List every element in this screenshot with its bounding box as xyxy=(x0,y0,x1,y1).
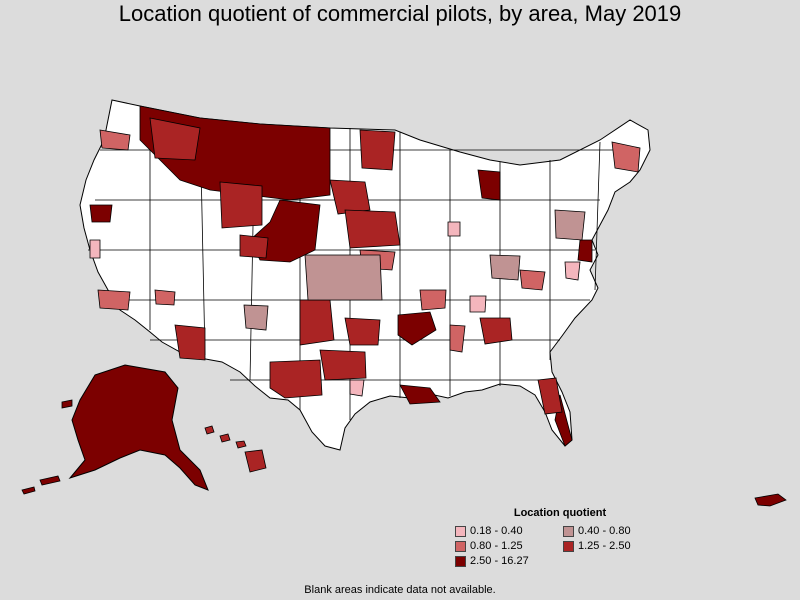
legend-swatch xyxy=(455,555,466,567)
legend-item: 0.80 - 1.25 xyxy=(455,540,563,552)
regions-1-25-to-2-50 xyxy=(149,117,563,415)
puerto-rico xyxy=(754,493,787,507)
legend-items: 0.18 - 0.40 0.40 - 0.80 0.80 - 1.25 1.25… xyxy=(455,525,685,567)
legend-label: 0.18 - 0.40 xyxy=(470,525,523,537)
legend-label: 0.40 - 0.80 xyxy=(578,525,631,537)
map-title: Location quotient of commercial pilots, … xyxy=(118,1,682,26)
hawaii xyxy=(204,425,267,473)
legend-swatch xyxy=(455,525,466,537)
regions-0-40-to-0-80 xyxy=(243,209,586,331)
regions-0-18-to-0-40 xyxy=(89,221,581,397)
legend-item: 1.25 - 2.50 xyxy=(563,540,673,552)
legend-label: 1.25 - 2.50 xyxy=(578,540,631,552)
footnote: Blank areas indicate data not available. xyxy=(304,584,496,596)
legend-swatch xyxy=(455,540,466,552)
legend-label: 2.50 - 16.27 xyxy=(470,555,529,567)
legend-item: 2.50 - 16.27 xyxy=(455,555,563,567)
legend-item: 0.18 - 0.40 xyxy=(455,525,563,537)
legend-swatch xyxy=(563,525,574,537)
legend-swatch xyxy=(563,540,574,552)
legend-label: 0.80 - 1.25 xyxy=(470,540,523,552)
alaska xyxy=(68,364,209,491)
legend: Location quotient 0.18 - 0.40 0.40 - 0.8… xyxy=(455,507,685,567)
legend-title: Location quotient xyxy=(513,507,607,519)
alaska-aleutians xyxy=(21,399,73,495)
legend-item: 0.40 - 0.80 xyxy=(563,525,673,537)
